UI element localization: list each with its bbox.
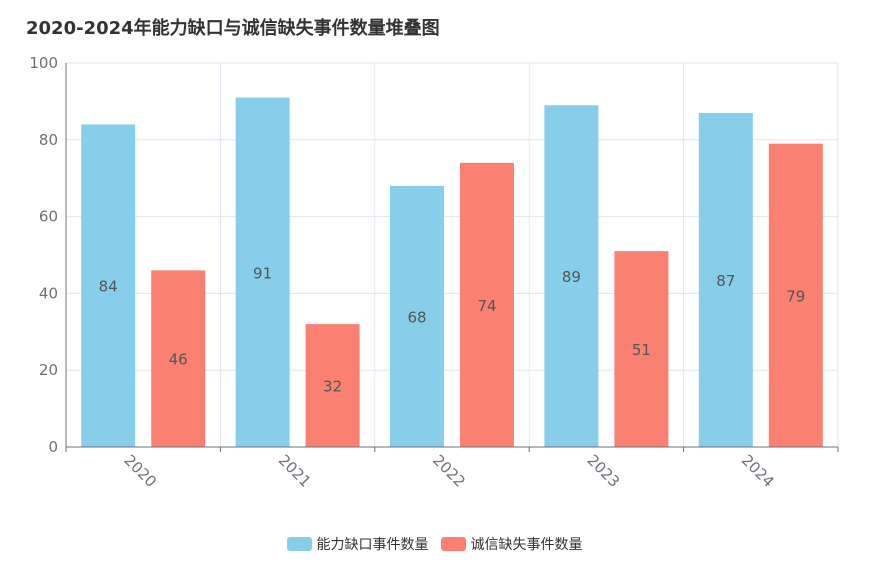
- legend-item-integrity[interactable]: 诚信缺失事件数量: [440, 534, 583, 554]
- capability-data-label: 87: [716, 272, 735, 290]
- integrity-bar: [460, 162, 514, 447]
- legend: 能力缺口事件数量 诚信缺失事件数量: [0, 534, 869, 554]
- y-tick-label: 80: [39, 131, 58, 149]
- capability-bar: [390, 185, 444, 447]
- integrity-data-label: 51: [632, 341, 651, 359]
- legend-label-capability: 能力缺口事件数量: [316, 537, 429, 553]
- chart-title: 2020-2024年能力缺口与诚信缺失事件数量堆叠图: [26, 18, 440, 39]
- integrity-bar: [614, 251, 669, 447]
- y-tick-label: 20: [39, 361, 58, 379]
- integrity-bar: [768, 143, 823, 447]
- bars: 84 46 91 32 68 74 89 51 87 79: [81, 97, 823, 448]
- legend-swatch-integrity: [440, 537, 466, 551]
- y-tick-label: 60: [39, 208, 58, 226]
- x-tick-label: 2022: [429, 451, 469, 491]
- capability-data-label: 91: [253, 264, 272, 282]
- capability-data-label: 84: [99, 278, 118, 296]
- legend-item-capability[interactable]: 能力缺口事件数量: [286, 534, 429, 554]
- capability-bar: [235, 97, 290, 447]
- x-tick-label: 2020: [120, 451, 160, 491]
- legend-swatch-capability: [286, 537, 312, 551]
- y-tick-label: 100: [29, 54, 58, 72]
- capability-data-label: 68: [407, 308, 426, 326]
- y-tick-label: 40: [39, 284, 58, 302]
- integrity-bar: [305, 324, 360, 447]
- integrity-bar: [151, 270, 206, 447]
- x-tick-label: 2024: [738, 451, 778, 491]
- integrity-data-label: 74: [477, 297, 496, 315]
- capability-data-label: 89: [562, 268, 581, 286]
- capability-bar: [698, 112, 753, 448]
- integrity-data-label: 79: [786, 287, 805, 305]
- x-tick-label: 2021: [275, 451, 315, 491]
- legend-label-integrity: 诚信缺失事件数量: [470, 537, 583, 553]
- integrity-data-label: 46: [169, 351, 188, 369]
- integrity-data-label: 32: [323, 378, 342, 396]
- y-tick-label: 0: [48, 438, 58, 456]
- capability-bar: [81, 124, 136, 447]
- capability-bar: [544, 105, 599, 448]
- x-tick-label: 2023: [584, 451, 624, 491]
